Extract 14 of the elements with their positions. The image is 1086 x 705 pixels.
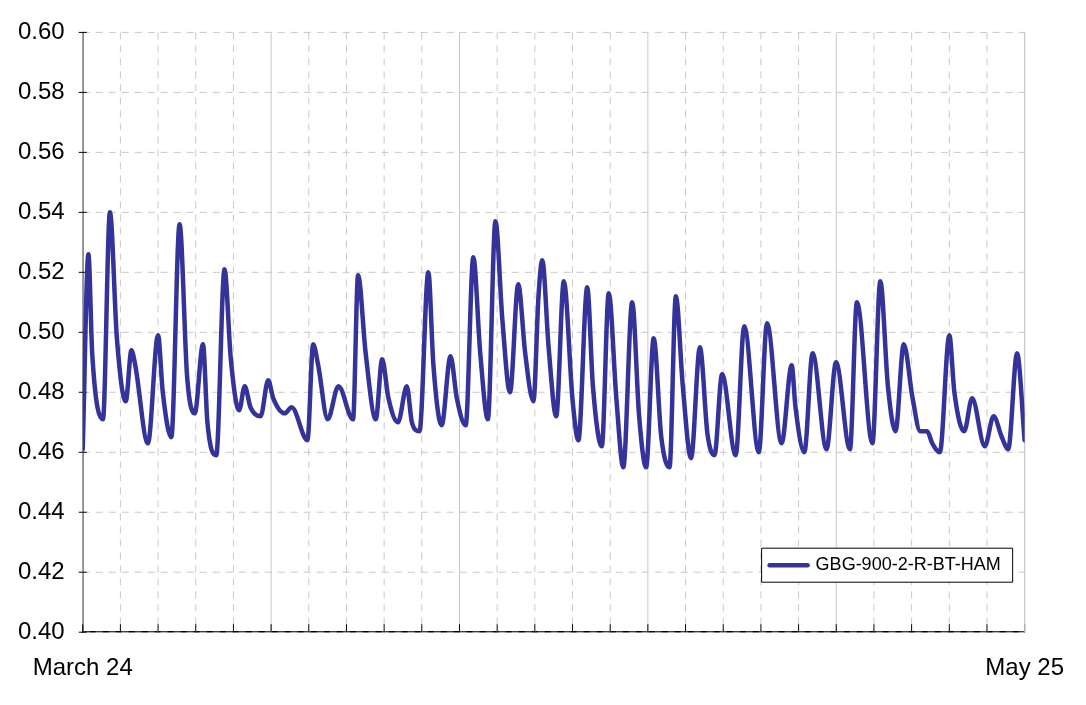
y-tick-label: 0.56: [17, 136, 65, 164]
legend-label: GBG-900-2-R-BT-HAM: [815, 554, 1001, 575]
y-tick-label: 0.58: [17, 77, 65, 104]
y-tick-label: 0.48: [17, 376, 65, 404]
y-tick-label: 0.44: [17, 496, 65, 524]
y-tick-label: 0.50: [17, 316, 65, 344]
x-tick-label: March 24: [32, 653, 133, 681]
x-tick-label: May 25: [985, 653, 1064, 681]
y-tick-label: 0.40: [17, 616, 65, 644]
y-tick-label: 0.42: [17, 556, 65, 584]
y-tick-label: 0.46: [17, 436, 65, 464]
y-tick-label: 0.54: [17, 196, 65, 224]
y-tick-label: 0.60: [17, 17, 65, 45]
y-tick-label: 0.52: [17, 256, 65, 284]
